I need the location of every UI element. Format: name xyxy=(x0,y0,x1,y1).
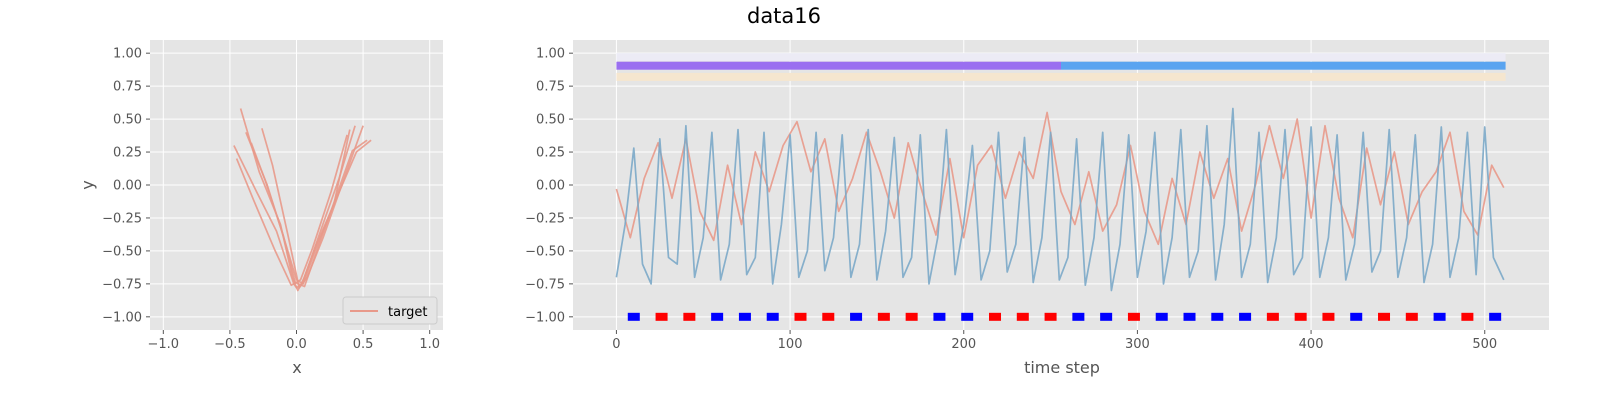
left-y-tick-label: 0.75 xyxy=(113,80,142,95)
left-y-tick-label: −0.25 xyxy=(102,211,142,226)
right-y-tick-label: −1.00 xyxy=(525,310,565,325)
event-marker xyxy=(1044,312,1057,321)
left-y-tick-label: 1.00 xyxy=(113,47,142,62)
left-x-tick-label: −1.0 xyxy=(148,337,180,352)
event-marker xyxy=(1378,312,1391,321)
right-x-tick-label: 200 xyxy=(951,337,976,352)
left-y-tick-label: −1.00 xyxy=(102,310,142,325)
left-series-line-5 xyxy=(250,139,368,288)
event-marker xyxy=(1100,312,1113,321)
right-y-tick-label: 0.00 xyxy=(536,179,565,194)
event-marker xyxy=(961,312,974,321)
event-marker xyxy=(1350,312,1363,321)
event-marker xyxy=(1294,312,1307,321)
left-y-axis-label: y xyxy=(78,180,97,189)
state-bar xyxy=(616,61,1061,70)
right-y-tick-label: −0.50 xyxy=(525,244,565,259)
left-grid xyxy=(150,40,443,330)
event-marker xyxy=(766,312,779,321)
event-marker xyxy=(1489,312,1502,321)
left-x-tick-label: 1.0 xyxy=(419,337,440,352)
event-marker xyxy=(655,312,668,321)
left-x-tick-label: −0.5 xyxy=(214,337,246,352)
state-bar xyxy=(616,53,1506,62)
event-marker xyxy=(905,312,918,321)
event-marker xyxy=(1183,312,1196,321)
right-x-tick-label: 100 xyxy=(778,337,803,352)
legend-label: target xyxy=(388,305,428,320)
right-y-tick-labels: −1.00 −0.75 −0.50 −0.25 0.00 0.25 0.50 0.75 1.00 xyxy=(525,47,573,325)
right-y-tick-label: 0.75 xyxy=(536,80,565,95)
event-marker xyxy=(1461,312,1474,321)
right-x-tick-label: 400 xyxy=(1299,337,1324,352)
right-y-tick-label: 0.25 xyxy=(536,146,565,161)
event-markers xyxy=(627,312,1502,321)
event-marker xyxy=(877,312,890,321)
event-marker xyxy=(1072,312,1085,321)
left-x-tick-label: 0.0 xyxy=(286,337,307,352)
state-bar xyxy=(616,72,1506,81)
right-x-tick-label: 300 xyxy=(1125,337,1150,352)
event-marker xyxy=(683,312,696,321)
right-axes: 0 100 200 300 400 500 −1.00 −0.75 −0.50 −0.25 0.0… xyxy=(525,40,1549,377)
event-marker xyxy=(627,312,640,321)
event-marker xyxy=(989,312,1002,321)
event-marker xyxy=(738,312,751,321)
legend-box xyxy=(342,296,438,325)
left-x-tick-labels: −1.0 −0.5 0.0 0.5 1.0 xyxy=(148,330,440,352)
event-marker xyxy=(794,312,807,321)
right-x-tick-label: 0 xyxy=(612,337,620,352)
left-x-axis-label: x xyxy=(292,358,301,377)
event-marker xyxy=(1155,312,1168,321)
event-marker xyxy=(1239,312,1252,321)
left-series-line-1 xyxy=(239,108,356,292)
event-marker xyxy=(1433,312,1446,321)
left-series-line-3 xyxy=(261,125,364,289)
left-y-tick-label: −0.50 xyxy=(102,244,142,259)
left-y-tick-label: 0.50 xyxy=(113,113,142,128)
event-marker xyxy=(1405,312,1418,321)
right-y-tick-label: 1.00 xyxy=(536,47,565,62)
event-marker xyxy=(1127,312,1140,321)
event-marker xyxy=(1211,312,1224,321)
right-y-tick-label: 0.50 xyxy=(536,113,565,128)
right-y-tick-label: −0.75 xyxy=(525,277,565,292)
left-y-tick-label: −0.75 xyxy=(102,277,142,292)
left-y-tick-labels: −1.00 −0.75 −0.50 −0.25 0.00 0.25 0.50 0.75 1.00 xyxy=(102,47,150,325)
event-marker xyxy=(1016,312,1029,321)
event-marker xyxy=(850,312,863,321)
state-bar xyxy=(1061,61,1506,70)
event-marker xyxy=(822,312,835,321)
figure-title: data16 xyxy=(747,4,821,28)
event-marker xyxy=(711,312,724,321)
right-x-tick-labels: 0 100 200 300 400 500 xyxy=(612,330,1497,352)
right-series-line-1 xyxy=(615,107,1505,292)
event-marker xyxy=(933,312,946,321)
right-x-tick-label: 500 xyxy=(1472,337,1497,352)
event-marker xyxy=(1266,312,1279,321)
left-y-tick-label: 0.00 xyxy=(113,179,142,194)
left-x-tick-label: 0.5 xyxy=(353,337,374,352)
state-bars xyxy=(616,53,1506,81)
left-series-group xyxy=(233,108,372,292)
left-y-tick-label: 0.25 xyxy=(113,146,142,161)
right-y-tick-label: −0.25 xyxy=(525,211,565,226)
right-x-axis-label: time step xyxy=(1024,358,1100,377)
event-marker xyxy=(1322,312,1335,321)
left-axes: −1.0 −0.5 0.0 0.5 1.0 −1.00 −0.75 −0.50 −0.25 0.… xyxy=(78,40,443,377)
right-series-group xyxy=(615,107,1505,292)
legend: target xyxy=(342,296,438,325)
